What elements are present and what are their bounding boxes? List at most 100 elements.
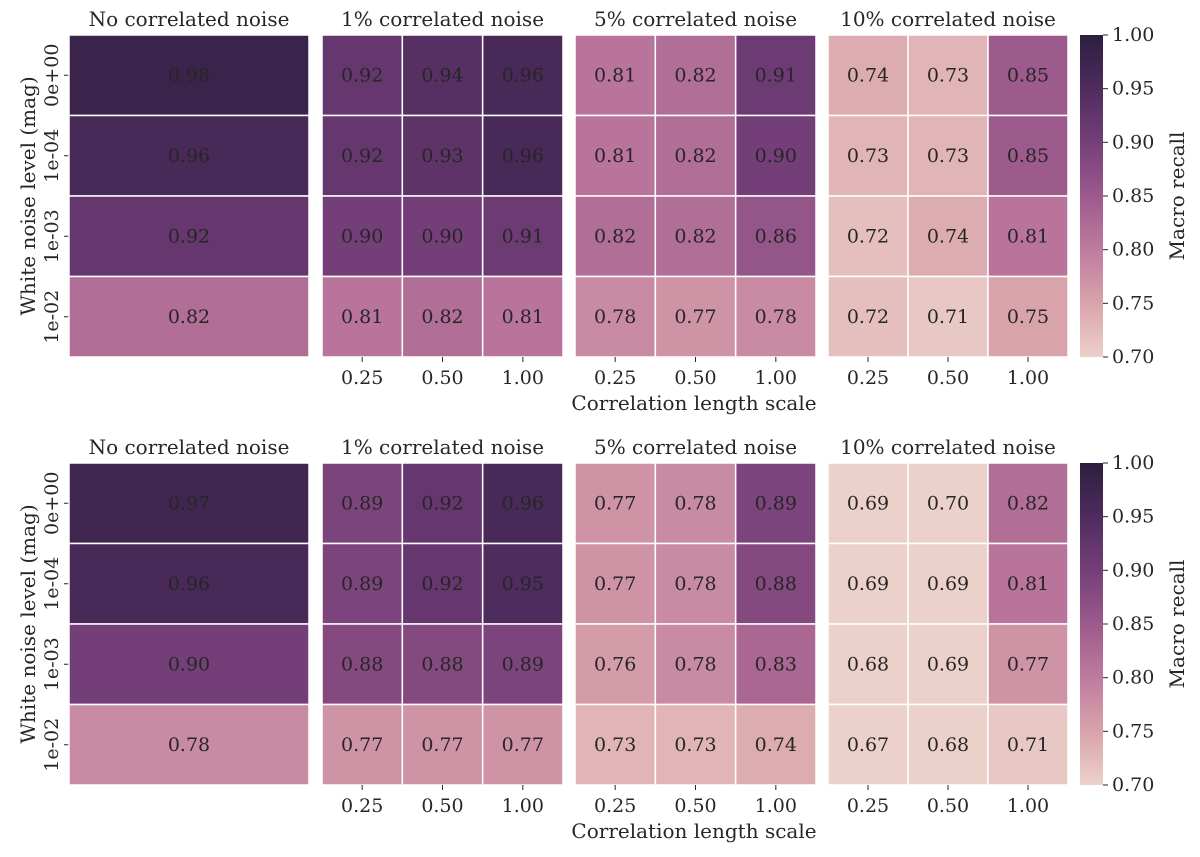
heatmap-cell xyxy=(321,462,404,545)
y-axis-label: White noise level (mag) xyxy=(16,76,40,315)
cell-value-label: 0.74 xyxy=(755,734,797,756)
colorbar-tick-label: 0.75 xyxy=(1112,720,1154,742)
cell-value-label: 0.82 xyxy=(674,145,716,167)
cell-value-label: 0.69 xyxy=(847,492,889,514)
colorbar xyxy=(1080,463,1103,785)
cell-value-label: 0.96 xyxy=(502,492,544,514)
column-tick-label: 0.50 xyxy=(674,795,716,817)
cell-value-label: 0.78 xyxy=(168,734,210,756)
heatmap-cell xyxy=(734,275,817,358)
heatmap-cell xyxy=(827,34,909,117)
heatmap-cell xyxy=(321,703,404,786)
cell-value-label: 0.91 xyxy=(502,225,544,247)
cell-value-label: 0.77 xyxy=(594,573,636,595)
colorbar-label: Macro recall xyxy=(1165,560,1189,689)
cell-value-label: 0.95 xyxy=(502,573,544,595)
cell-value-label: 0.74 xyxy=(847,64,889,86)
column-tick-label: 0.25 xyxy=(847,367,889,389)
heatmap-cell xyxy=(481,623,564,706)
heatmap-cell xyxy=(68,703,310,786)
cell-value-label: 0.68 xyxy=(927,734,969,756)
heatmap-cell xyxy=(827,462,909,545)
cell-value-label: 0.82 xyxy=(674,64,716,86)
cell-value-label: 0.77 xyxy=(502,734,544,756)
cell-value-label: 0.77 xyxy=(421,734,463,756)
column-tick-label: 1.00 xyxy=(755,795,797,817)
column-tick-label: 0.50 xyxy=(421,367,463,389)
column-tick-label: 0.50 xyxy=(421,795,463,817)
column-tick-label: 1.00 xyxy=(1007,795,1049,817)
cell-value-label: 0.89 xyxy=(755,492,797,514)
cell-value-label: 0.76 xyxy=(594,653,636,675)
row-tick-label: 0e+00 xyxy=(41,44,63,107)
colorbar-tick-label: 0.70 xyxy=(1112,346,1154,368)
heatmap-cell xyxy=(481,34,564,117)
colorbar-tick-label: 0.85 xyxy=(1112,185,1154,207)
heatmap-cell xyxy=(321,34,404,117)
cell-value-label: 0.89 xyxy=(341,573,383,595)
heatmap-cell xyxy=(68,34,310,117)
heatmap-cell xyxy=(654,703,737,786)
cell-value-label: 0.72 xyxy=(847,225,889,247)
row-tick-label: 1e-02 xyxy=(41,718,63,772)
cell-value-label: 0.92 xyxy=(341,64,383,86)
cell-value-label: 0.69 xyxy=(927,573,969,595)
cell-value-label: 0.69 xyxy=(927,653,969,675)
cell-value-label: 0.82 xyxy=(421,306,463,328)
cell-value-label: 0.67 xyxy=(847,734,889,756)
cell-value-label: 0.81 xyxy=(502,306,544,328)
heatmap-cell xyxy=(68,623,310,706)
cell-value-label: 0.78 xyxy=(755,306,797,328)
column-tick-label: 0.25 xyxy=(847,795,889,817)
cell-value-label: 0.72 xyxy=(847,306,889,328)
colorbar-tick-label: 0.80 xyxy=(1112,667,1154,689)
cell-value-label: 0.88 xyxy=(421,653,463,675)
heatmap-cell xyxy=(68,195,310,278)
heatmap-cell xyxy=(481,462,564,545)
column-tick-label: 1.00 xyxy=(1007,367,1049,389)
cell-value-label: 0.75 xyxy=(1007,306,1049,328)
colorbar-tick-label: 0.95 xyxy=(1112,78,1154,100)
panel-title: 10% correlated noise xyxy=(840,7,1056,31)
row-tick-label: 1e-04 xyxy=(41,129,63,183)
heatmap-cell xyxy=(481,275,564,358)
colorbar-label: Macro recall xyxy=(1165,132,1189,261)
cell-value-label: 0.98 xyxy=(168,64,210,86)
heatmap-cell xyxy=(907,542,989,625)
cell-value-label: 0.73 xyxy=(594,734,636,756)
cell-value-label: 0.77 xyxy=(1007,653,1049,675)
colorbar-tick-label: 1.00 xyxy=(1112,24,1154,46)
heatmap-cell xyxy=(987,542,1069,625)
colorbar-tick-label: 0.80 xyxy=(1112,239,1154,261)
heatmap-cell xyxy=(907,34,989,117)
heatmap-cell xyxy=(68,542,310,625)
heatmap-cell xyxy=(734,542,817,625)
column-tick-label: 0.50 xyxy=(927,367,969,389)
cell-value-label: 0.70 xyxy=(927,492,969,514)
cell-value-label: 0.93 xyxy=(421,145,463,167)
cell-value-label: 0.68 xyxy=(847,653,889,675)
heatmap-cell xyxy=(321,623,404,706)
cell-value-label: 0.92 xyxy=(341,145,383,167)
heatmap-cell xyxy=(574,623,657,706)
heatmap-cell xyxy=(827,542,909,625)
panel-title: No correlated noise xyxy=(89,7,290,31)
heatmap-cell xyxy=(907,703,989,786)
heatmap-cell xyxy=(987,623,1069,706)
heatmap-cell xyxy=(734,34,817,117)
heatmap-cell xyxy=(907,114,989,197)
cell-value-label: 0.96 xyxy=(502,145,544,167)
cell-value-label: 0.88 xyxy=(341,653,383,675)
colorbar-tick-label: 0.75 xyxy=(1112,292,1154,314)
cell-value-label: 0.81 xyxy=(341,306,383,328)
colorbar-tick-label: 0.85 xyxy=(1112,613,1154,635)
cell-value-label: 0.73 xyxy=(927,145,969,167)
colorbar-tick-label: 0.90 xyxy=(1112,131,1154,153)
colorbar-tick-label: 0.90 xyxy=(1112,559,1154,581)
heatmap-cell xyxy=(907,275,989,358)
row-tick-label: 1e-03 xyxy=(41,637,63,691)
column-tick-label: 0.25 xyxy=(594,795,636,817)
panel-title: 1% correlated noise xyxy=(341,435,544,459)
heatmap-cell xyxy=(481,542,564,625)
